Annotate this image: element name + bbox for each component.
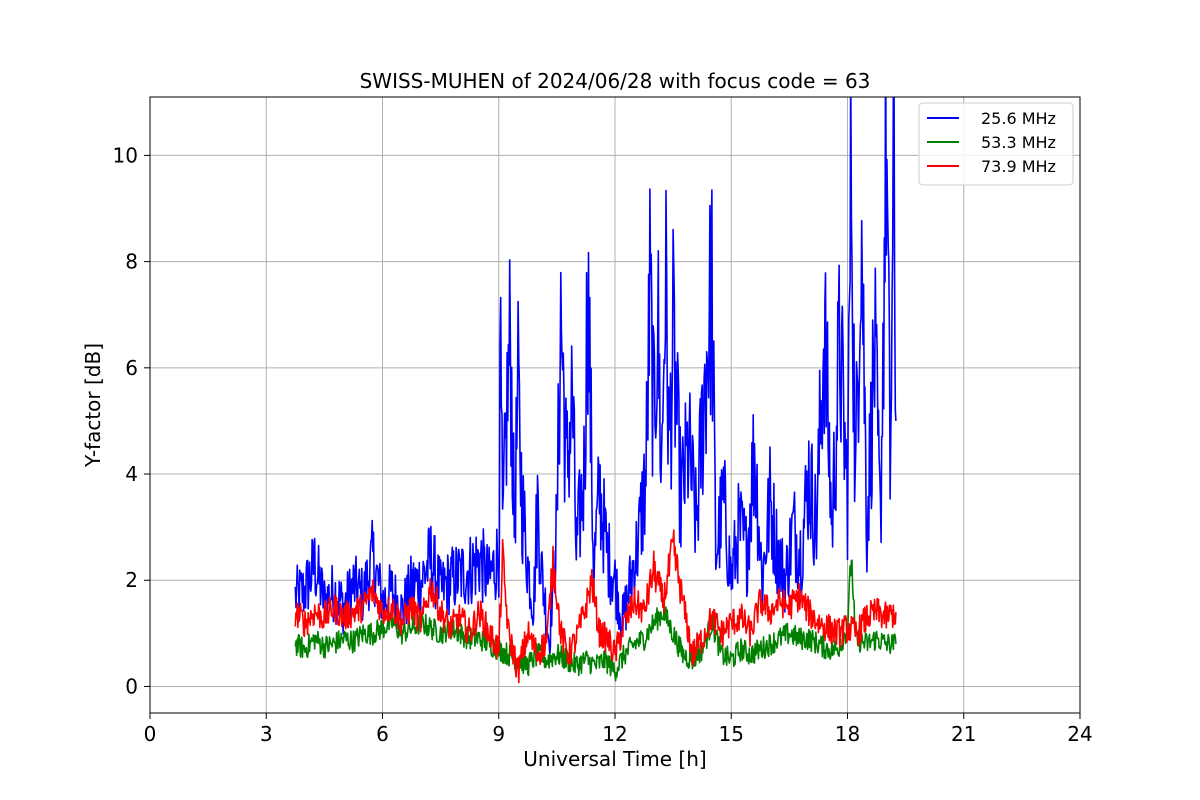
y-axis-label: Y-factor [dB] [81, 343, 105, 468]
x-tick-label: 18 [835, 722, 860, 746]
x-tick-label: 0 [144, 722, 157, 746]
legend-label: 73.9 MHz [981, 157, 1056, 176]
y-tick-label: 4 [125, 462, 138, 486]
series-line [294, 529, 897, 684]
series-line [294, 97, 897, 655]
x-tick-label: 15 [719, 722, 744, 746]
y-tick-label: 2 [125, 568, 138, 592]
legend-label: 53.3 MHz [981, 133, 1056, 152]
series-line [294, 559, 897, 682]
x-tick-label: 6 [376, 722, 389, 746]
series-layer [294, 97, 897, 684]
x-tick-label: 21 [951, 722, 976, 746]
chart-title: SWISS-MUHEN of 2024/06/28 with focus cod… [360, 69, 871, 93]
x-axis-label: Universal Time [h] [523, 747, 706, 771]
y-axis-ticks: 0 2 4 6 8 10 [113, 143, 150, 698]
y-tick-label: 0 [125, 674, 138, 698]
y-tick-label: 6 [125, 356, 138, 380]
x-tick-label: 12 [602, 722, 627, 746]
x-tick-label: 9 [492, 722, 505, 746]
y-tick-label: 10 [113, 143, 138, 167]
legend: 25.6 MHz 53.3 MHz 73.9 MHz [918, 102, 1074, 186]
x-tick-label: 24 [1067, 722, 1092, 746]
y-tick-label: 8 [125, 250, 138, 274]
legend-box [918, 102, 1074, 186]
x-axis-ticks: 0 3 6 9 12 15 18 21 24 [144, 713, 1093, 746]
legend-label: 25.6 MHz [981, 109, 1056, 128]
x-tick-label: 3 [260, 722, 273, 746]
